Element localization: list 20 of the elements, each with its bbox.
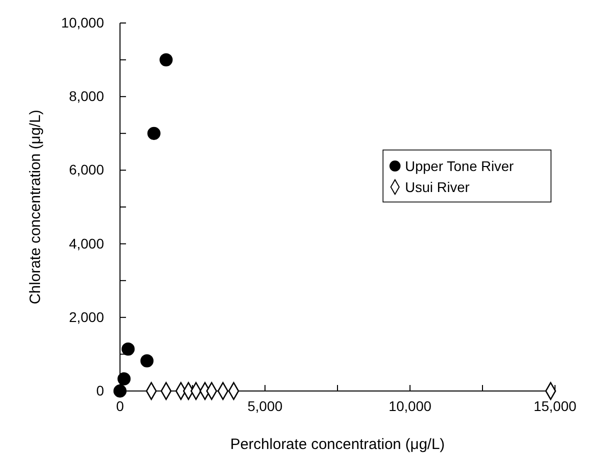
- x-tick-label: 5,000: [247, 398, 283, 414]
- point: [122, 342, 135, 356]
- y-tick-label: 10,000: [61, 14, 104, 30]
- y-tick-label: 8,000: [68, 88, 104, 104]
- point: [113, 384, 127, 398]
- y-axis-title: Chlorate concentration (μg/L): [27, 110, 44, 304]
- y-tick-label: 4,000: [68, 235, 104, 252]
- x-tick-label: 0: [116, 398, 124, 414]
- x-axis-title: Perchlorate concentration (μg/L): [230, 436, 445, 453]
- x-tick-label: 15,000: [534, 398, 577, 414]
- legend-label: Upper Tone River: [405, 158, 514, 174]
- x-tick-label: 10,000: [388, 398, 432, 414]
- legend-label: Usui River: [405, 179, 470, 195]
- y-tick-label: 0: [96, 382, 104, 398]
- y-tick-label: 6,000: [68, 162, 104, 178]
- point: [160, 53, 173, 66]
- point: [140, 354, 154, 368]
- point: [147, 126, 160, 140]
- y-tick-label: 2,000: [68, 308, 104, 325]
- point: [117, 372, 131, 386]
